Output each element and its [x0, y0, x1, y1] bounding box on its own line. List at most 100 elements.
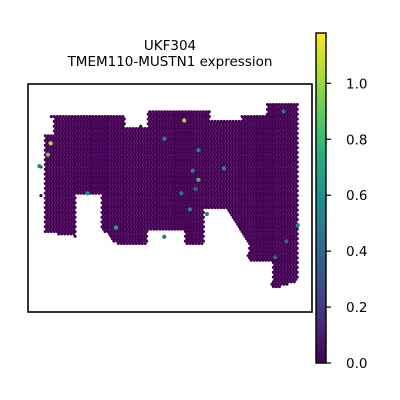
tissue-spot: [69, 189, 73, 193]
tissue-spot: [218, 141, 222, 145]
tissue-spot: [256, 170, 261, 174]
tissue-spot: [182, 213, 186, 217]
tissue-spot: [170, 165, 174, 169]
tissue-spot: [285, 119, 289, 123]
tissue-spot: [210, 182, 214, 186]
tissue-spot: [152, 136, 156, 140]
tissue-spot: [273, 134, 277, 138]
tissue-spot: [288, 158, 292, 162]
tissue-spot: [185, 160, 189, 164]
tissue-spot: [52, 124, 56, 128]
tissue-spot: [78, 165, 82, 169]
tissue-spot: [251, 217, 255, 222]
tissue-spot: [133, 162, 137, 167]
tissue-spot: [267, 138, 271, 143]
tissue-spot: [197, 232, 201, 236]
tissue-spot: [259, 217, 264, 222]
tissue-spot: [243, 215, 247, 219]
tissue-spot: [113, 208, 117, 212]
tissue-spot: [191, 141, 195, 145]
tissue-spot: [212, 122, 216, 126]
tissue-spot: [177, 134, 182, 138]
tissue-spot: [63, 179, 67, 183]
tissue-spot: [182, 112, 186, 116]
tissue-spot: [228, 206, 232, 210]
tissue-spot: [67, 177, 71, 181]
tissue-spot: [195, 229, 199, 234]
tissue-spot: [133, 201, 137, 205]
tissue-spot: [70, 191, 74, 195]
tissue-spot: [264, 234, 268, 238]
tissue-spot: [98, 131, 103, 135]
tissue-spot: [115, 148, 119, 152]
tissue-spot: [173, 184, 177, 188]
tissue-spot: [148, 129, 152, 133]
tissue-spot: [88, 172, 92, 176]
tissue-spot: [186, 134, 191, 138]
tissue-spot: [91, 182, 95, 186]
tissue-spot: [124, 167, 128, 171]
tissue-spot: [267, 105, 271, 109]
tissue-spot: [170, 170, 174, 174]
tissue-spot: [277, 256, 281, 260]
tissue-spot: [282, 172, 286, 176]
tissue-spot: [262, 189, 267, 193]
tissue-spot: [127, 162, 131, 167]
tissue-spot: [167, 217, 171, 222]
tissue-spot: [270, 249, 274, 253]
tissue-spot: [55, 210, 59, 214]
tissue-spot: [89, 131, 94, 135]
tissue-spot: [271, 112, 275, 116]
tissue-spot: [118, 134, 122, 138]
tissue-spot: [294, 273, 298, 277]
tissue-spot: [259, 141, 264, 145]
tissue-spot: [242, 208, 246, 212]
tissue-spot: [261, 162, 265, 167]
tissue-spot: [113, 222, 117, 226]
tissue-spot: [265, 217, 270, 222]
tissue-spot: [131, 160, 135, 164]
tissue-spot: [151, 119, 155, 123]
tissue-spot: [158, 198, 162, 202]
tissue-spot: [146, 146, 150, 150]
tissue-spot: [170, 217, 174, 222]
tissue-spot: [167, 222, 171, 226]
tissue-spot: [234, 124, 238, 128]
tissue-spot: [54, 146, 58, 150]
tissue-spot: [221, 146, 225, 150]
tissue-spot: [152, 174, 156, 179]
tissue-spot: [243, 225, 247, 229]
tissue-spot: [186, 201, 191, 205]
tissue-spot: [173, 222, 177, 226]
tissue-spot: [177, 206, 182, 210]
tissue-spot: [177, 182, 182, 186]
tissue-spot: [79, 119, 83, 123]
tissue-spot: [87, 131, 91, 135]
tissue-spot: [180, 206, 185, 210]
tissue-spot: [207, 191, 211, 195]
tissue-spot: [118, 239, 122, 243]
tissue-spot: [222, 177, 226, 181]
tissue-spot: [267, 225, 271, 229]
tissue-spot: [194, 217, 198, 222]
tissue-spot: [142, 138, 146, 143]
tissue-spot: [283, 141, 287, 145]
tissue-spot: [279, 191, 283, 195]
tissue-spot: [252, 234, 256, 238]
tissue-spot: [254, 203, 258, 207]
tissue-spot: [110, 237, 114, 241]
tissue-spot: [233, 136, 237, 140]
tissue-spot: [145, 167, 149, 171]
tissue-spot: [213, 119, 217, 123]
tissue-spot: [225, 201, 229, 205]
tissue-spot: [148, 201, 152, 205]
tissue-spot: [131, 203, 135, 207]
tissue-spot: [92, 122, 97, 126]
tissue-spot: [98, 117, 103, 121]
tissue-spot: [103, 129, 107, 133]
tissue-spot: [203, 141, 207, 145]
tissue-spot: [170, 203, 174, 207]
tissue-spot: [291, 201, 295, 205]
tissue-spot: [289, 241, 293, 246]
tissue-spot: [61, 191, 65, 195]
